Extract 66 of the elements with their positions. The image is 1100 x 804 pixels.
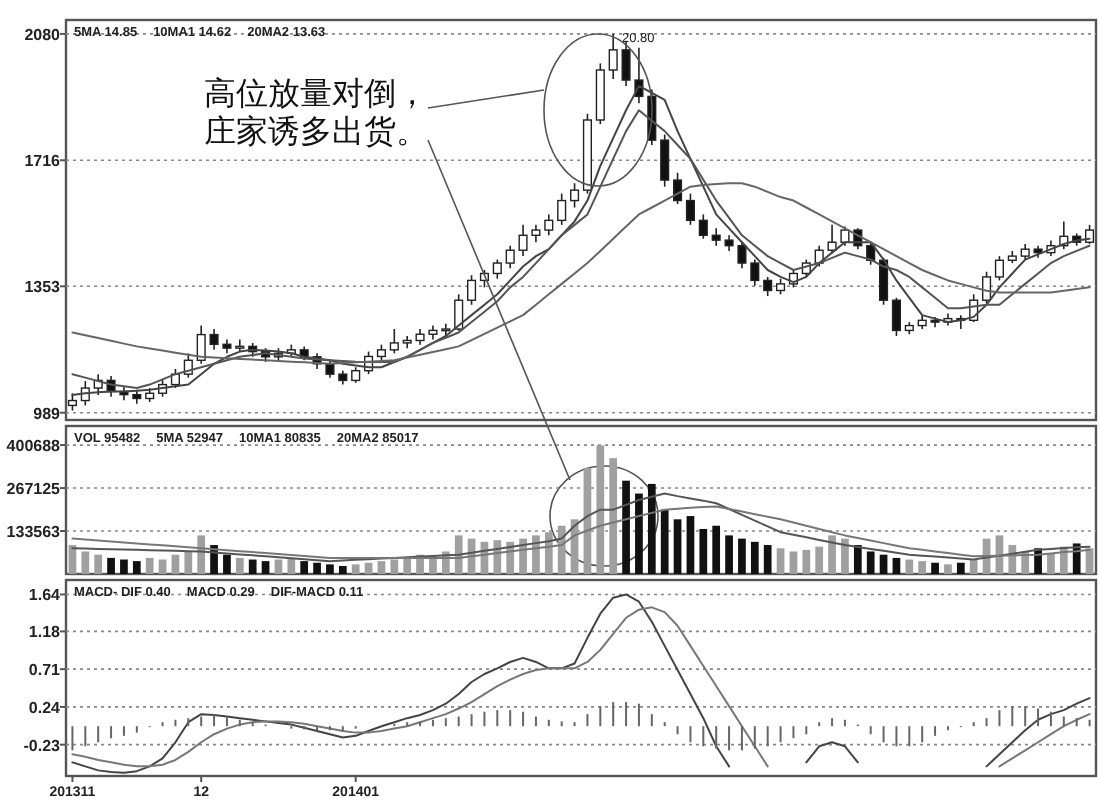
bar bbox=[145, 557, 154, 574]
bar bbox=[622, 480, 630, 574]
bar bbox=[866, 551, 875, 574]
y-tick-label: 1353 bbox=[24, 278, 62, 297]
bar bbox=[248, 559, 257, 574]
bar bbox=[132, 561, 141, 574]
bar bbox=[287, 557, 296, 574]
bar bbox=[647, 483, 656, 574]
y-tick-label: 2080 bbox=[24, 25, 62, 44]
bar bbox=[544, 532, 553, 574]
bar bbox=[776, 548, 785, 574]
bar bbox=[338, 565, 347, 574]
bar bbox=[956, 562, 965, 574]
bar bbox=[609, 458, 618, 574]
y-tick-label: 1.18 bbox=[28, 623, 62, 642]
bar bbox=[750, 541, 759, 574]
y-tick-label: 989 bbox=[33, 404, 62, 423]
y-tick-label: -0.23 bbox=[23, 736, 62, 755]
bar bbox=[738, 538, 746, 574]
y-tick-label: 267125 bbox=[6, 480, 62, 499]
bar bbox=[892, 557, 901, 574]
bar bbox=[673, 519, 682, 574]
bar bbox=[763, 545, 772, 574]
bar bbox=[94, 554, 103, 574]
bar bbox=[313, 562, 321, 574]
bar bbox=[905, 559, 914, 574]
bar bbox=[944, 564, 952, 574]
y-tick-label: 1716 bbox=[24, 152, 62, 171]
bar bbox=[596, 445, 605, 574]
y-tick-label: 133563 bbox=[6, 523, 62, 542]
bar bbox=[802, 549, 811, 574]
bar bbox=[120, 559, 128, 574]
bar bbox=[712, 525, 721, 574]
annotation: 高位放量对倒， bbox=[204, 76, 428, 112]
y-tick-label: 400688 bbox=[6, 437, 62, 456]
line-series bbox=[71, 505, 1091, 559]
bar bbox=[918, 561, 927, 574]
bar bbox=[635, 493, 643, 574]
bar bbox=[107, 557, 115, 574]
bar bbox=[351, 564, 360, 574]
bar bbox=[660, 509, 669, 574]
bar bbox=[853, 545, 862, 574]
bar bbox=[81, 551, 90, 574]
bar bbox=[235, 557, 244, 574]
bar bbox=[326, 564, 334, 574]
bar bbox=[223, 554, 231, 574]
y-tick-label: 0.24 bbox=[28, 698, 62, 717]
bar bbox=[300, 561, 309, 574]
bar bbox=[931, 562, 939, 574]
bar bbox=[841, 538, 849, 574]
bar bbox=[828, 535, 836, 574]
annotation: 庄家诱多出货。 bbox=[204, 114, 428, 150]
bar bbox=[725, 535, 733, 574]
bar bbox=[261, 561, 270, 574]
bar bbox=[699, 528, 708, 574]
bar bbox=[403, 557, 412, 574]
bar bbox=[184, 551, 193, 574]
bar bbox=[686, 516, 695, 574]
bar bbox=[1047, 553, 1055, 574]
bar bbox=[815, 546, 824, 574]
bar bbox=[390, 559, 399, 574]
bar bbox=[377, 561, 386, 574]
bar bbox=[789, 551, 798, 574]
bar bbox=[969, 559, 978, 574]
y-tick-label: 0.71 bbox=[28, 661, 62, 680]
y-tick-label: 1.64 bbox=[28, 586, 62, 605]
